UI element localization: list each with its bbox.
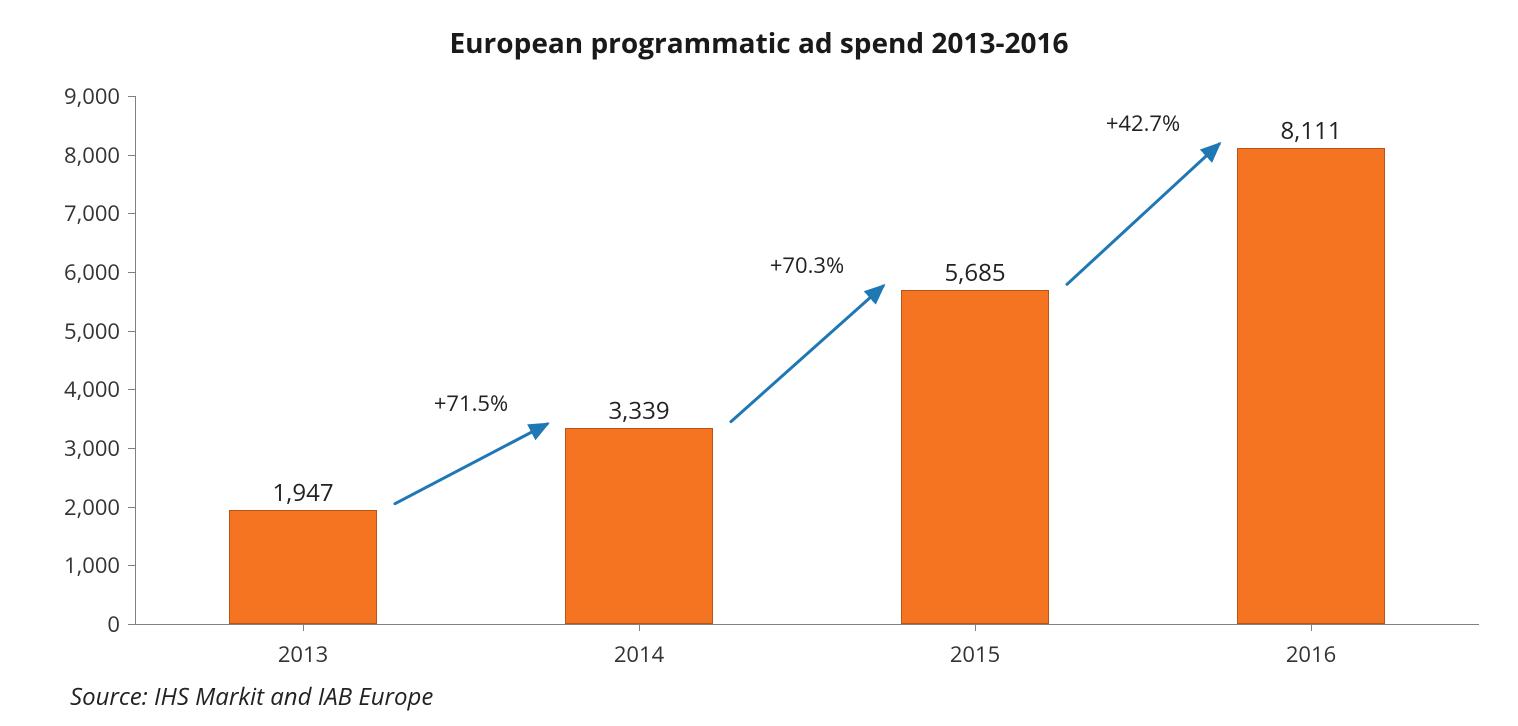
y-tick-mark <box>128 331 135 332</box>
y-tick-label: 6,000 <box>20 257 120 287</box>
x-tick-label: 2015 <box>950 639 1000 669</box>
bar <box>1237 148 1385 624</box>
y-tick-mark <box>128 389 135 390</box>
bar <box>229 510 377 624</box>
y-tick-mark <box>128 448 135 449</box>
growth-label: +70.3% <box>770 250 844 280</box>
y-axis-line <box>135 96 136 624</box>
bar-value-label: 5,685 <box>944 256 1005 289</box>
plot-area: 01,0002,0003,0004,0005,0006,0007,0008,00… <box>135 96 1479 624</box>
bar <box>901 290 1049 624</box>
growth-label: +71.5% <box>434 388 508 418</box>
x-axis-line <box>135 624 1479 625</box>
growth-arrow <box>1053 130 1233 298</box>
y-tick-mark <box>128 155 135 156</box>
y-tick-label: 9,000 <box>20 81 120 111</box>
x-tick-mark <box>1311 624 1312 631</box>
y-tick-mark <box>128 213 135 214</box>
x-tick-label: 2014 <box>614 639 664 669</box>
bar-value-label: 8,111 <box>1280 114 1341 147</box>
y-tick-label: 7,000 <box>20 198 120 228</box>
y-tick-label: 5,000 <box>20 316 120 346</box>
y-tick-label: 3,000 <box>20 433 120 463</box>
x-tick-label: 2016 <box>1286 639 1336 669</box>
chart-title: European programmatic ad spend 2013-2016 <box>0 24 1518 62</box>
y-tick-mark <box>128 96 135 97</box>
x-tick-label: 2013 <box>278 639 328 669</box>
y-tick-mark <box>128 624 135 625</box>
x-tick-mark <box>639 624 640 631</box>
chart-container: European programmatic ad spend 2013-2016… <box>0 0 1518 726</box>
y-tick-label: 8,000 <box>20 140 120 170</box>
y-tick-label: 2,000 <box>20 492 120 522</box>
x-tick-mark <box>975 624 976 631</box>
growth-arrow <box>717 272 897 436</box>
chart-source: Source: IHS Markit and IAB Europe <box>70 680 433 713</box>
y-tick-mark <box>128 272 135 273</box>
y-tick-mark <box>128 507 135 508</box>
bar-value-label: 1,947 <box>272 476 333 509</box>
y-tick-label: 4,000 <box>20 374 120 404</box>
y-tick-mark <box>128 565 135 566</box>
bar-value-label: 3,339 <box>608 394 669 427</box>
y-tick-label: 0 <box>20 609 120 639</box>
x-tick-mark <box>303 624 304 631</box>
bar <box>565 428 713 624</box>
growth-arrow <box>381 410 561 518</box>
y-tick-label: 1,000 <box>20 550 120 580</box>
growth-label: +42.7% <box>1106 108 1180 138</box>
